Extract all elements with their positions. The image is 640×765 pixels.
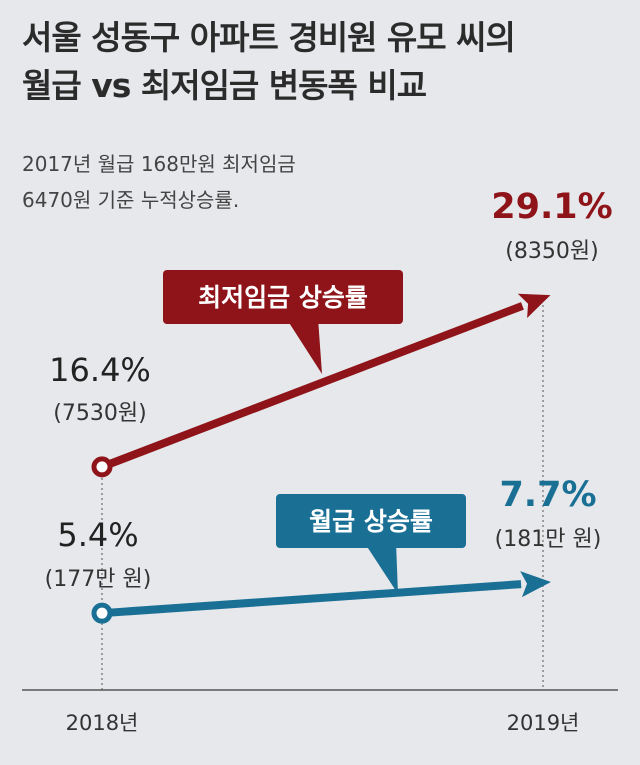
salary-2018-sublabel: (177만 원) <box>45 567 152 592</box>
salary-2019-sublabel: (181만 원) <box>495 527 602 552</box>
series-callout-label-1: 월급 상승률 <box>309 507 433 536</box>
salary-2018-value: 5.4% <box>57 516 138 554</box>
series-arrowhead-0 <box>517 293 551 318</box>
min-wage-2018-value: 16.4% <box>49 351 151 389</box>
series-callout-tail-1 <box>364 542 398 594</box>
series-callout-box-0 <box>163 270 403 324</box>
chart-subtitle-line1: 2017년 월급 168만원 최저임금 <box>22 152 296 176</box>
chart-title: 서울 성동구 아파트 경비원 유모 씨의 월급 vs 최저임금 변동폭 비교 <box>22 14 622 110</box>
x-tick-label-0: 2018년 <box>66 711 139 735</box>
series-point-start-0 <box>91 456 113 478</box>
series-arrowhead-1 <box>520 571 551 598</box>
series-line-1 <box>101 580 522 618</box>
series-callout-label-0: 최저임금 상승률 <box>198 283 368 312</box>
min-wage-2018-sublabel: (7530원) <box>53 401 146 426</box>
series-callout-box-1 <box>276 494 466 548</box>
series-point-start-1 <box>91 602 113 624</box>
min-wage-2019-sublabel: (8350원) <box>505 239 598 264</box>
min-wage-2019-value: 29.1% <box>491 187 612 227</box>
series-line-0 <box>100 302 524 471</box>
salary-2019-value: 7.7% <box>499 475 596 515</box>
chart-subtitle: 2017년 월급 168만원 최저임금 6470원 기준 누적상승률. <box>22 146 442 218</box>
x-tick-label-1: 2019년 <box>507 711 580 735</box>
chart-title-line2: 월급 vs 최저임금 변동폭 비교 <box>22 66 427 105</box>
series-callout-tail-0 <box>286 318 322 374</box>
chart-title-line1: 서울 성동구 아파트 경비원 유모 씨의 <box>22 18 516 57</box>
chart-subtitle-line2: 6470원 기준 누적상승률. <box>22 188 240 212</box>
